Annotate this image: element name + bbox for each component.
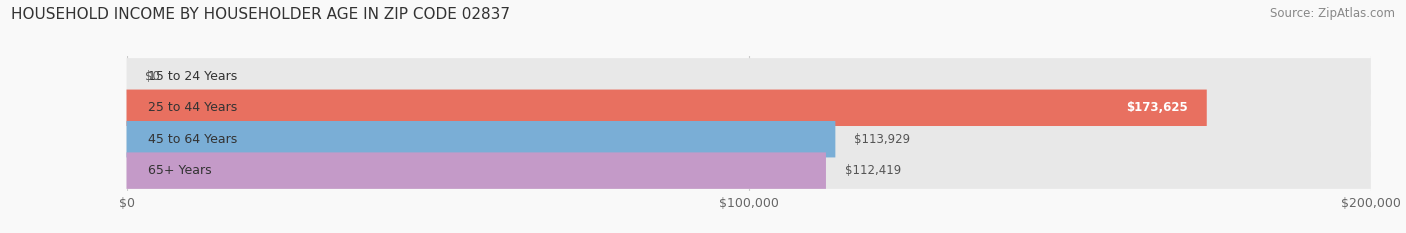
Text: 45 to 64 Years: 45 to 64 Years [148, 133, 238, 146]
Text: $0: $0 [145, 70, 160, 83]
FancyBboxPatch shape [127, 89, 1371, 126]
Text: Source: ZipAtlas.com: Source: ZipAtlas.com [1270, 7, 1395, 20]
FancyBboxPatch shape [127, 121, 1371, 158]
Text: 25 to 44 Years: 25 to 44 Years [148, 101, 238, 114]
FancyBboxPatch shape [127, 152, 1371, 189]
Text: HOUSEHOLD INCOME BY HOUSEHOLDER AGE IN ZIP CODE 02837: HOUSEHOLD INCOME BY HOUSEHOLDER AGE IN Z… [11, 7, 510, 22]
Text: 65+ Years: 65+ Years [148, 164, 212, 177]
FancyBboxPatch shape [127, 89, 1206, 126]
Text: $173,625: $173,625 [1126, 101, 1188, 114]
Text: 15 to 24 Years: 15 to 24 Years [148, 70, 238, 83]
Text: $113,929: $113,929 [853, 133, 910, 146]
FancyBboxPatch shape [127, 58, 1371, 95]
Text: $112,419: $112,419 [845, 164, 901, 177]
FancyBboxPatch shape [127, 121, 835, 158]
FancyBboxPatch shape [127, 152, 825, 189]
